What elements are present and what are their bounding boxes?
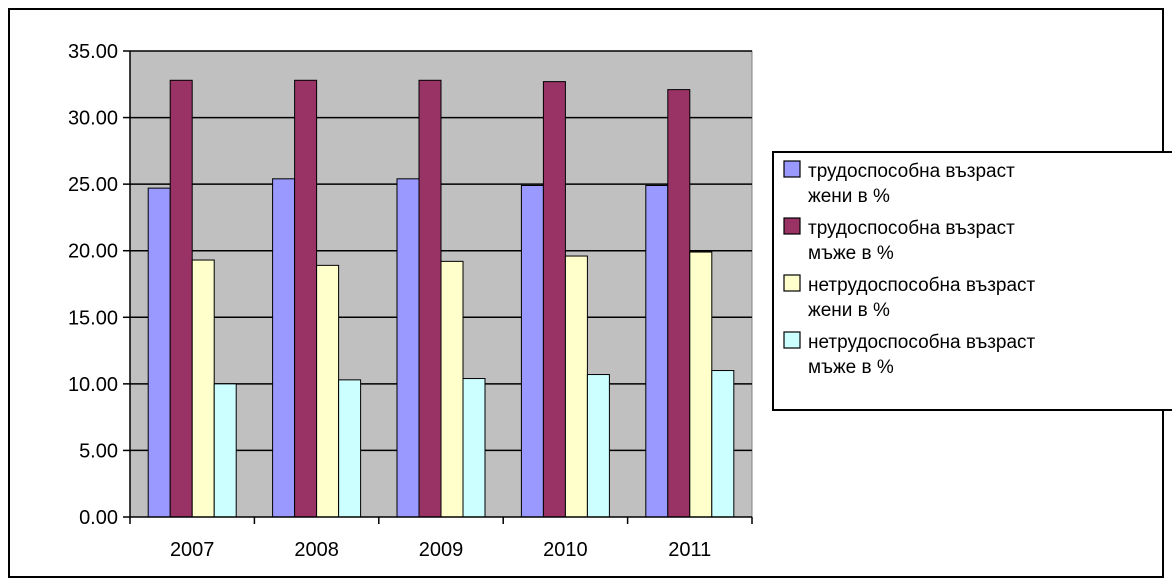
y-tick-label: 25.00 bbox=[68, 174, 118, 196]
bar bbox=[667, 89, 691, 518]
plot-area: 0.00 5.00 10.00 15.00 20.00 25.00 30.00 35.00 20… bbox=[68, 41, 753, 561]
y-tick-label: 35.00 bbox=[68, 41, 118, 63]
bar bbox=[645, 184, 669, 518]
bar bbox=[294, 79, 318, 518]
y-tick-label: 5.00 bbox=[79, 440, 118, 462]
y-tick-label: 15.00 bbox=[68, 307, 118, 329]
legend-label: трудоспособна възраст bbox=[808, 161, 1015, 182]
y-tick-label: 20.00 bbox=[68, 241, 118, 263]
legend-label: жени в % bbox=[808, 186, 890, 207]
bar bbox=[316, 264, 340, 518]
legend-label: трудоспособна възраст bbox=[808, 218, 1015, 239]
bar bbox=[147, 187, 171, 518]
legend-swatch bbox=[783, 217, 801, 235]
legend-swatch bbox=[783, 331, 801, 349]
bar bbox=[564, 255, 588, 518]
y-tick-label: 10.00 bbox=[68, 374, 118, 396]
bar bbox=[689, 251, 713, 518]
bar bbox=[213, 383, 237, 518]
bar bbox=[462, 378, 486, 518]
y-tick-label: 0.00 bbox=[79, 507, 118, 529]
bar bbox=[272, 178, 296, 518]
bar bbox=[711, 370, 735, 518]
x-tick-label: 2008 bbox=[294, 539, 339, 561]
bar bbox=[542, 81, 566, 518]
bar bbox=[418, 79, 442, 518]
x-tick-label: 2009 bbox=[419, 539, 464, 561]
bar bbox=[338, 379, 362, 518]
bar bbox=[191, 259, 215, 518]
bar bbox=[169, 79, 193, 518]
bar bbox=[440, 260, 464, 518]
legend-label: мъже в % bbox=[808, 243, 894, 264]
legend-label: нетрудоспособна възраст bbox=[808, 332, 1036, 353]
legend-swatch bbox=[783, 160, 801, 178]
legend-label: мъже в % bbox=[808, 357, 894, 378]
x-tick-label: 2007 bbox=[170, 539, 215, 561]
bar bbox=[396, 178, 420, 518]
legend-swatch bbox=[783, 274, 801, 292]
legend: трудоспособна възраст жени в % трудоспособ… bbox=[772, 151, 1172, 411]
x-tick-label: 2011 bbox=[668, 539, 711, 561]
x-tick-label: 2010 bbox=[543, 539, 588, 561]
legend-label: нетрудоспособна възраст bbox=[808, 275, 1036, 296]
legend-label: жени в % bbox=[808, 300, 890, 321]
bar bbox=[586, 374, 610, 518]
bar bbox=[520, 184, 544, 518]
y-tick-label: 30.00 bbox=[68, 108, 118, 130]
legend-box bbox=[772, 151, 1172, 411]
